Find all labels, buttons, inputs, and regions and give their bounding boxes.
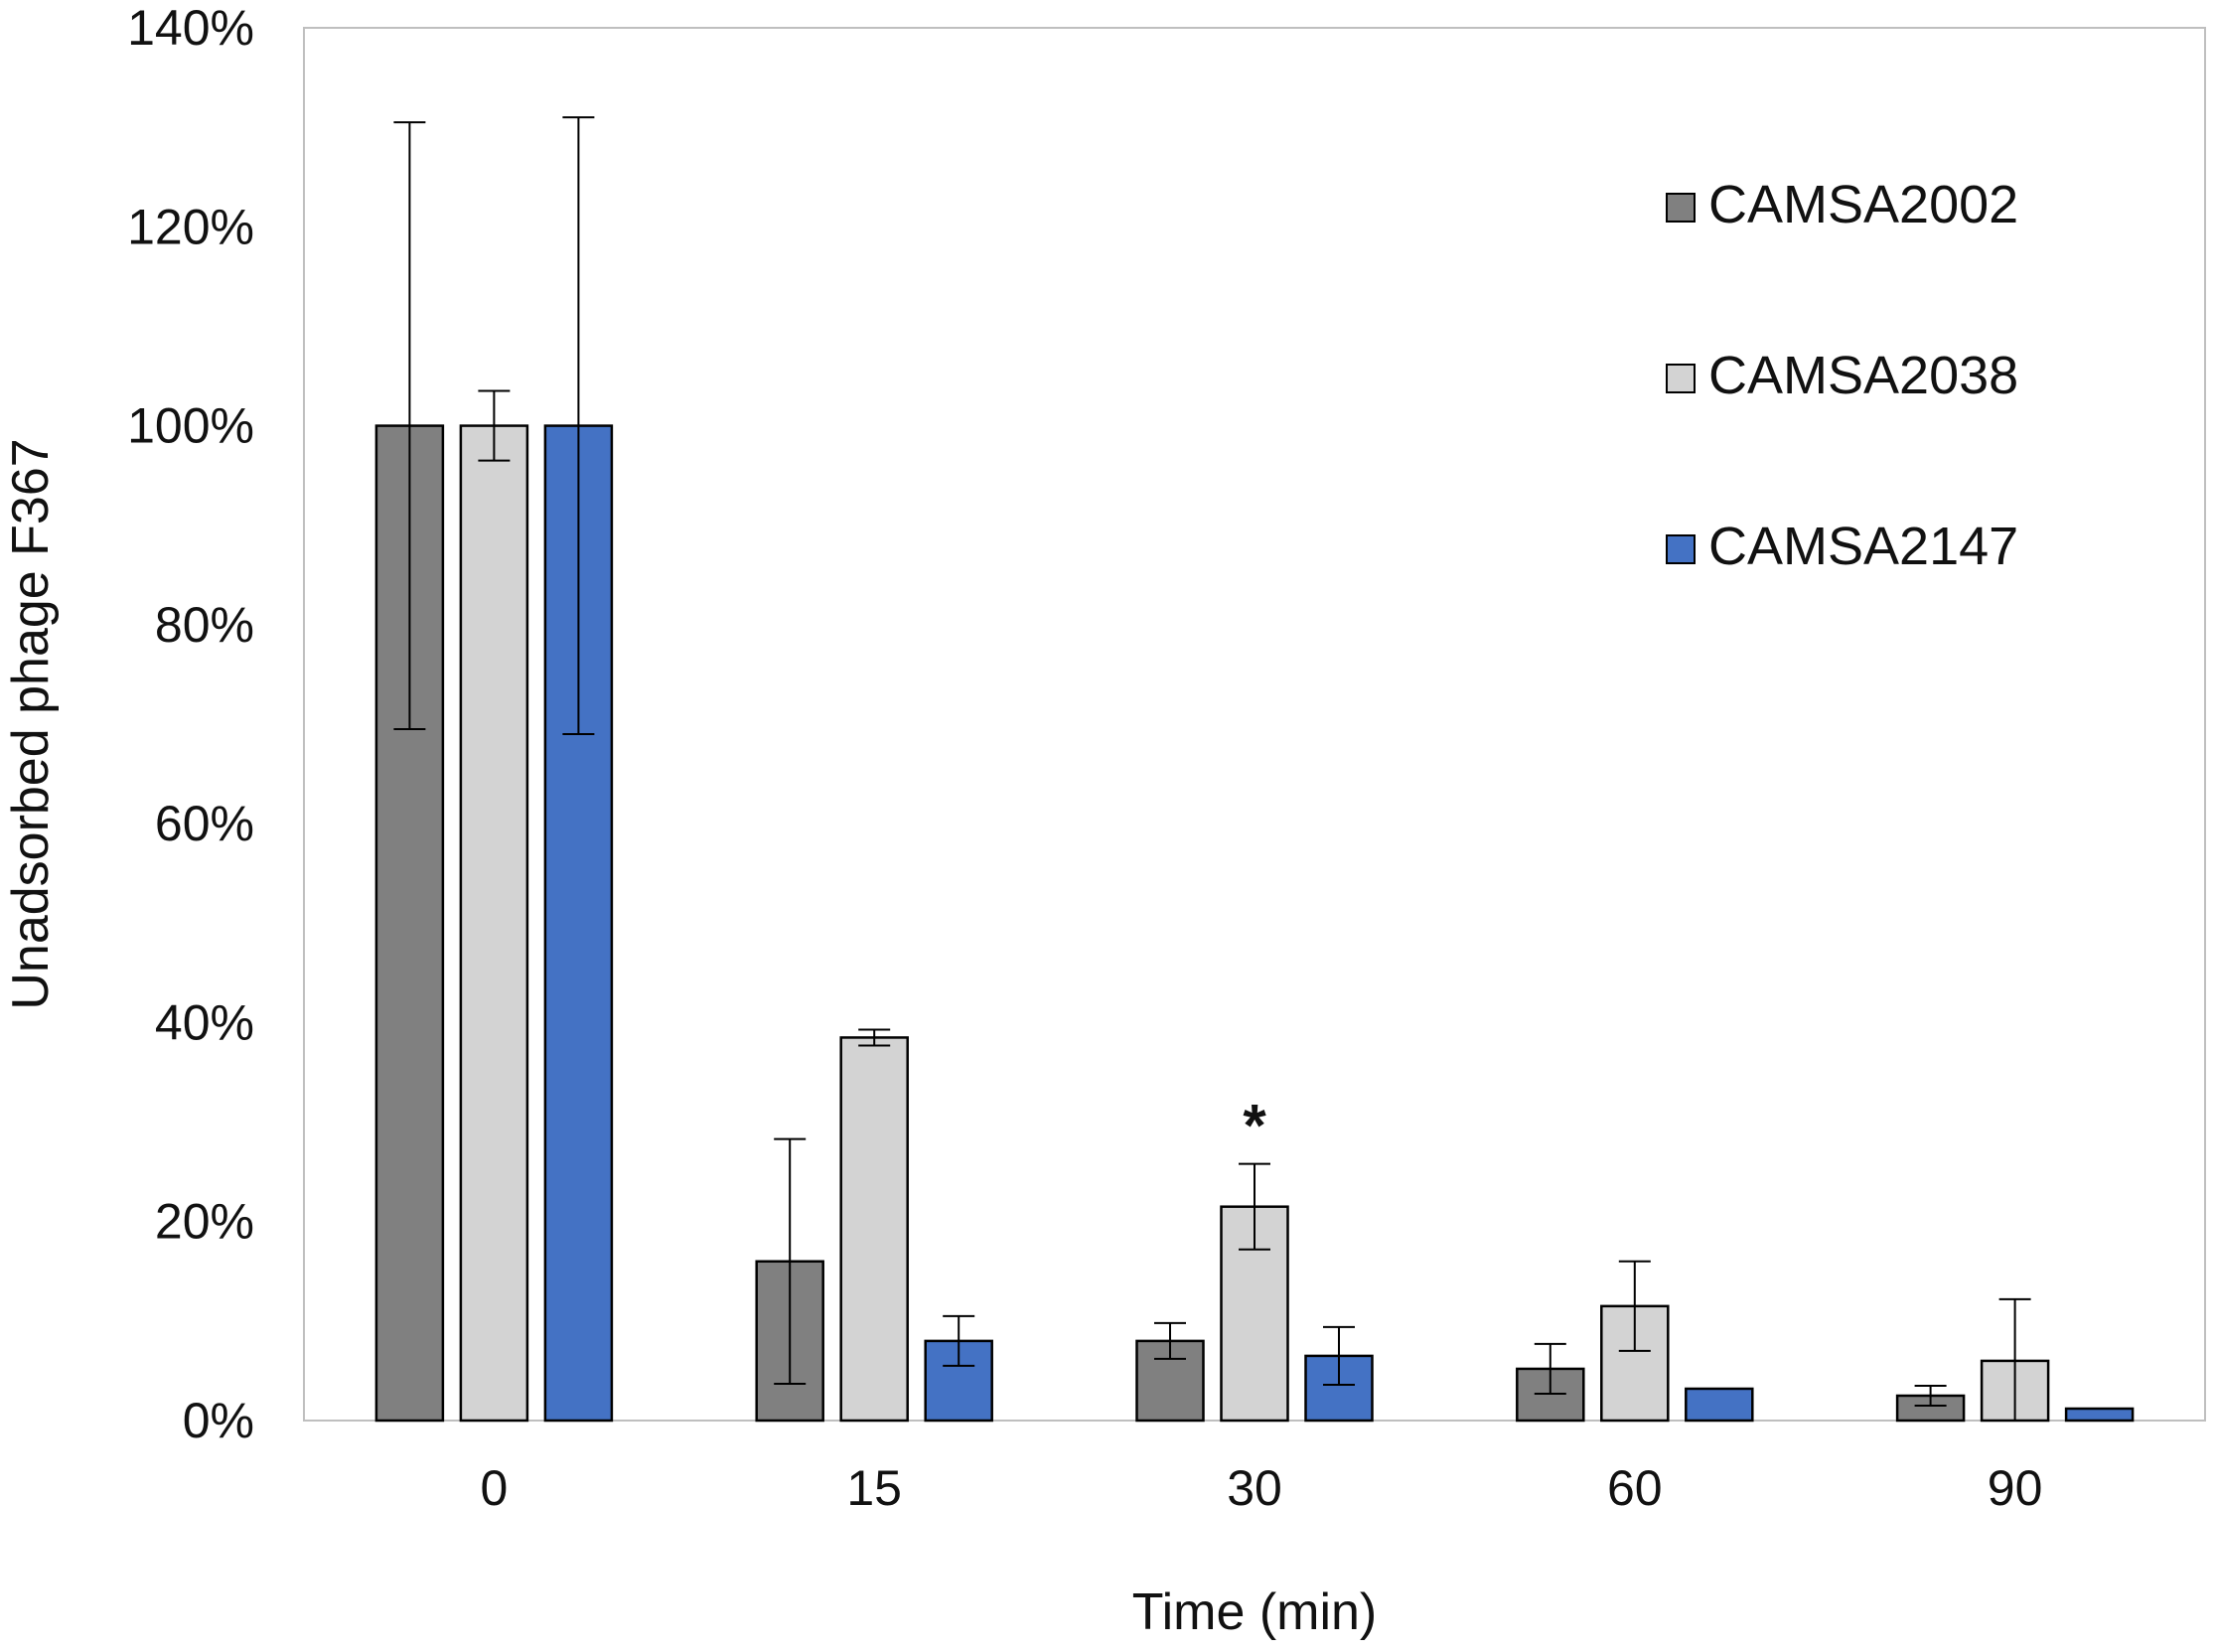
significance-marker: * — [1243, 1093, 1266, 1159]
legend-label: CAMSA2038 — [1708, 346, 2018, 405]
bar-camsa2147-60 — [1685, 1387, 1754, 1423]
x-tick-label: 90 — [1988, 1460, 2043, 1516]
legend-item-camsa2038: CAMSA2038 — [1666, 346, 2018, 405]
bar-camsa2147-90 — [2064, 1407, 2135, 1423]
y-tick-label: 40% — [155, 994, 254, 1050]
y-tick-label: 100% — [127, 398, 254, 454]
error-bar-camsa2038-15 — [858, 1028, 891, 1047]
x-tick-label: 0 — [480, 1460, 508, 1516]
bar-camsa2038-0 — [459, 424, 529, 1423]
y-tick-label: 120% — [127, 199, 254, 254]
y-axis-title: Unadsorbed phage F367 — [2, 438, 60, 1009]
legend: CAMSA2002 CAMSA2038 CAMSA2147 — [1666, 175, 2018, 576]
x-axis-ticks: 0 15 30 60 90 — [480, 1460, 2042, 1516]
x-tick-label: 30 — [1227, 1460, 1282, 1516]
error-bar-camsa2002-90 — [1914, 1384, 1947, 1407]
y-tick-label: 20% — [155, 1194, 254, 1250]
x-tick-label: 60 — [1607, 1460, 1663, 1516]
legend-label: CAMSA2147 — [1708, 517, 2018, 576]
bar-camsa2038-15 — [839, 1036, 909, 1423]
error-bars-group — [393, 116, 2031, 1422]
error-bar-camsa2147-30 — [1323, 1325, 1355, 1386]
error-bar-camsa2038-60 — [1618, 1260, 1651, 1352]
legend-item-camsa2002: CAMSA2002 — [1666, 175, 2018, 234]
legend-swatch — [1666, 534, 1696, 564]
legend-item-camsa2147: CAMSA2147 — [1666, 517, 2018, 576]
error-bar-camsa2038-90 — [1998, 1297, 2031, 1422]
annotations: * — [1243, 1093, 1266, 1159]
bar-camsa2002-60 — [1516, 1367, 1585, 1423]
y-axis-ticks: 0% 20% 40% 60% 80% 100% 120% 140% — [127, 0, 254, 1448]
error-bar-camsa2002-30 — [1154, 1321, 1186, 1360]
error-bar-camsa2038-0 — [478, 389, 511, 462]
y-tick-label: 140% — [127, 0, 254, 56]
y-tick-label: 60% — [155, 796, 254, 851]
legend-label: CAMSA2002 — [1708, 175, 2018, 234]
error-bar-camsa2002-15 — [774, 1137, 807, 1385]
x-tick-label: 15 — [846, 1460, 902, 1516]
error-bar-camsa2147-0 — [562, 116, 595, 736]
error-bar-camsa2147-15 — [943, 1314, 975, 1367]
legend-swatch — [1666, 364, 1696, 393]
error-bar-camsa2002-0 — [393, 121, 426, 731]
legend-swatch — [1666, 193, 1696, 223]
y-tick-label: 80% — [155, 597, 254, 653]
y-tick-label: 0% — [183, 1393, 254, 1448]
error-bar-camsa2002-60 — [1534, 1342, 1566, 1395]
error-bar-camsa2038-30 — [1239, 1162, 1270, 1251]
x-axis-title: Time (min) — [1132, 1583, 1378, 1641]
